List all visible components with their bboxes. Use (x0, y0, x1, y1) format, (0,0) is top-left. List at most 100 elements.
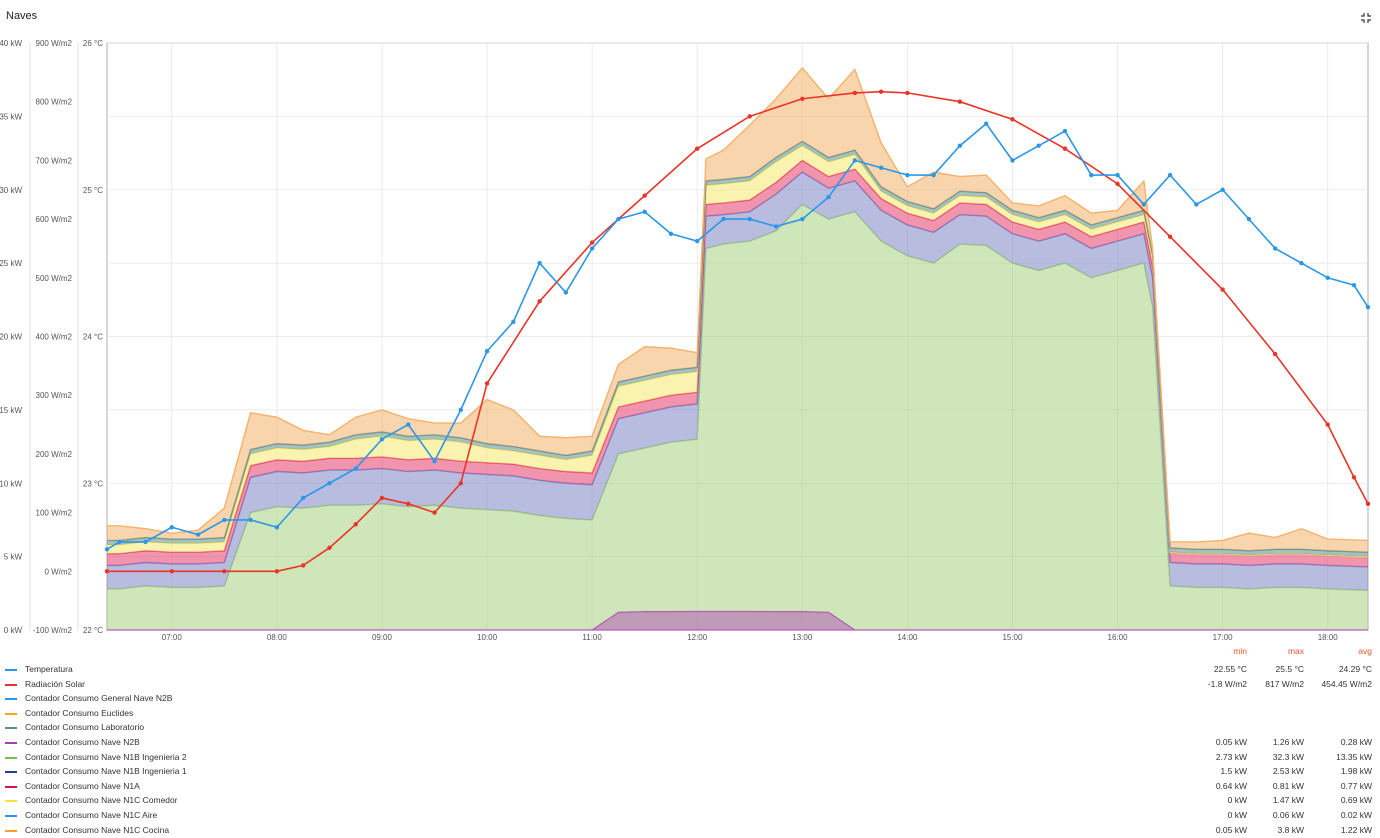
temperature-point (983, 121, 989, 126)
legend-row[interactable]: Radiación Solar -1.8 W/m2 817 W/m2 454.45 W… (0, 678, 1380, 692)
legend-series-name[interactable]: Contador Consumo Nave N1A (25, 780, 140, 791)
temperature-point (668, 231, 674, 236)
temperature-point (931, 172, 936, 178)
y-axis-tick-radiation: 700 W/m2 (36, 156, 73, 165)
legend-row[interactable]: Contador Consumo Nave N1B Ingenieria 1 1.… (0, 765, 1380, 779)
legend-avg-value: 0.77 kW (1340, 780, 1372, 791)
legend-avg-header[interactable]: avg (1358, 646, 1372, 656)
y-axis-tick-radiation: 500 W/m2 (36, 274, 73, 283)
temperature-point (1089, 172, 1094, 178)
legend-series-name[interactable]: Contador Consumo Nave N1B Ingenieria 1 (25, 766, 187, 777)
temperature-point (826, 194, 831, 200)
legend-max-header[interactable]: max (1287, 646, 1304, 656)
legend-min-value: 0.64 kW (1215, 780, 1247, 791)
temperature-point (327, 481, 332, 486)
radiation-point (432, 510, 437, 515)
temperature-point (458, 407, 463, 413)
y-axis-tick-temperature: 23 °C (83, 479, 103, 488)
stack-area (107, 145, 1368, 557)
legend-swatch (5, 815, 17, 817)
stack-area (107, 204, 1368, 631)
temperature-point (300, 495, 306, 501)
chart-area[interactable]: 0 kW 5 kW 10 kW 15 kW 20 kW 25 kW 30 kW 35 kW 40… (0, 30, 1380, 645)
y-axis-tick-temperature: 26 °C (83, 39, 103, 48)
legend-row[interactable]: Contador Consumo Nave N2B 0.05 kW 1.26 kW 0… (0, 736, 1380, 750)
legend-avg-value: 454.45 W/m2 (1321, 678, 1372, 689)
y-axis-tick-power: 0 kW (4, 626, 23, 635)
radiation-point (957, 99, 963, 104)
legend-row[interactable]: Contador Consumo Nave N1B Ingenieria 2 2.… (0, 751, 1380, 765)
legend-avg-value: 0.69 kW (1340, 795, 1372, 806)
legend-series-name[interactable]: Contador Consumo Nave N1C Comedor (25, 795, 178, 806)
y-axis-tick-power: 40 kW (0, 39, 22, 48)
legend-series-name[interactable]: Radiación Solar (25, 678, 86, 689)
temperature-point (537, 260, 542, 266)
radiation-point (537, 299, 542, 304)
legend-series-name[interactable]: Contador Consumo Nave N2B (25, 737, 140, 747)
radiation-point (589, 240, 595, 245)
radiation-point (406, 501, 411, 506)
stack-area (107, 67, 1368, 553)
legend-row[interactable]: Contador Consumo Laboratorio (0, 721, 1380, 735)
legend-series-name[interactable]: Contador Consumo Euclides (25, 707, 134, 718)
radiation-point (747, 114, 752, 119)
panel-title: Naves (6, 10, 38, 22)
y-axis-tick-temperature: 24 °C (83, 333, 103, 342)
x-axis-tick: 10:00 (477, 633, 498, 642)
legend-max-value: 1.26 kW (1272, 737, 1304, 747)
y-axis-tick-radiation: 300 W/m2 (36, 391, 73, 400)
temperature-point (1141, 202, 1147, 207)
temperature-point (1246, 216, 1252, 222)
legend-series-name[interactable]: Contador Consumo Nave N1B Ingenieria 2 (25, 751, 187, 762)
nave-n2b-area (107, 610, 1368, 631)
legend-min-value: 0.05 kW (1215, 824, 1247, 835)
radiation-point (878, 89, 884, 94)
legend-min-value: 1.5 kW (1220, 766, 1247, 777)
legend-swatch (5, 669, 17, 671)
legend-row[interactable]: Contador Consumo Nave N1C Aire 0 kW 0.06 k… (0, 809, 1380, 823)
temperature-point (1325, 275, 1330, 280)
legend-swatch (5, 727, 17, 730)
collapse-arrows-icon[interactable] (1360, 12, 1372, 24)
temperature-point (1167, 172, 1173, 178)
x-axis-tick: 15:00 (1002, 633, 1023, 642)
legend-swatch (5, 698, 17, 701)
legend-row[interactable]: Contador Consumo Euclides (0, 707, 1380, 721)
legend-max-value: 25.5 °C (1275, 664, 1304, 674)
temperature-point (169, 525, 175, 530)
temperature-point (1220, 187, 1225, 192)
radiation-point (327, 545, 332, 551)
legend-row[interactable]: Temperatura 22.55 °C 25.5 °C 24.29 °C (0, 663, 1380, 677)
y-axis-tick-power: 30 kW (0, 186, 22, 195)
temperature-point (274, 525, 280, 530)
radiation-point (1010, 117, 1015, 122)
legend-min-header[interactable]: min (1233, 646, 1247, 656)
y-axis-tick-temperature: 22 °C (83, 626, 103, 635)
stack-area (107, 172, 1368, 591)
legend-row[interactable]: Contador Consumo Nave N1A 0.64 kW 0.81 kW 0… (0, 780, 1380, 794)
temperature-point (589, 246, 595, 251)
temperature-point (143, 539, 148, 545)
radiation-point (458, 481, 463, 486)
legend-row[interactable]: Contador Consumo Nave N1C Cocina 0.05 kW 3… (0, 824, 1380, 838)
y-axis-tick-power: 20 kW (0, 333, 22, 342)
legend-min-value: 2.73 kW (1215, 751, 1247, 762)
legend-avg-value: 0.28 kW (1340, 737, 1372, 747)
temperature-line (106, 122, 1369, 550)
legend-series-name[interactable]: Temperatura (25, 664, 73, 674)
radiation-point (300, 563, 306, 568)
legend-series-name[interactable]: Contador Consumo General Nave N2B (25, 693, 173, 704)
legend-series-name[interactable]: Contador Consumo Laboratorio (25, 722, 145, 733)
legend-row[interactable]: Contador Consumo General Nave N2B (0, 692, 1380, 706)
radiation-point (353, 522, 358, 527)
radiation-point (222, 569, 227, 574)
temperature-point (406, 422, 411, 427)
legend-series-name[interactable]: Contador Consumo Nave N1C Cocina (25, 824, 170, 835)
temperature-point (800, 216, 805, 222)
legend-max-value: 817 W/m2 (1265, 678, 1304, 689)
legend-series-name[interactable]: Contador Consumo Nave N1C Aire (25, 810, 158, 820)
legend-row[interactable]: Contador Consumo Nave N1C Comedor 0 kW 1.4… (0, 794, 1380, 808)
x-axis-tick: 08:00 (267, 633, 288, 642)
x-axis-tick: 17:00 (1213, 633, 1234, 642)
temperature-point (117, 539, 122, 545)
